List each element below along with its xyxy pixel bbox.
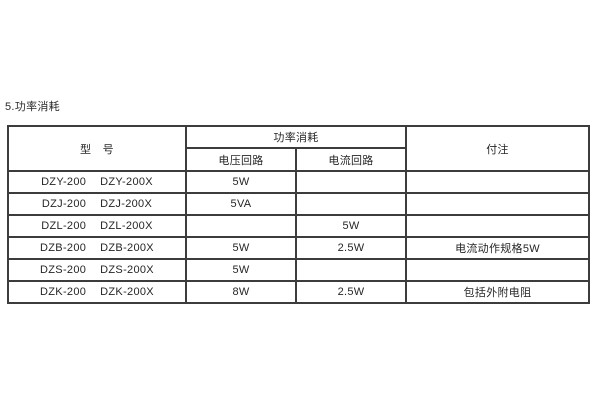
model-name: DZL-200X: [100, 220, 153, 232]
header-row-1: 型 号 功率消耗 付注: [7, 125, 591, 172]
model-names: DZK-200 DZK-200X: [10, 286, 184, 298]
header-model: 型 号: [7, 125, 187, 172]
table-row-dzs-200: DZS-200 DZS-200X 5W: [7, 258, 591, 282]
current-circuit-cell: [294, 258, 408, 282]
model-name: DZK-200: [40, 286, 87, 298]
voltage-circuit-cell: 5W: [185, 170, 297, 194]
current-circuit-cell: [294, 170, 408, 194]
header-notes: 付注: [405, 125, 591, 172]
page-title: 5.功率消耗: [5, 101, 60, 113]
model-name: DZJ-200X: [100, 198, 153, 210]
model-names: DZB-200 DZB-200X: [10, 242, 184, 254]
model-names: DZL-200 DZL-200X: [10, 220, 184, 232]
table-row-dzy-200: DZY-200 DZY-200X 5W: [7, 170, 591, 194]
model-cell: DZJ-200 DZJ-200X: [7, 192, 187, 216]
current-circuit-cell: 2.5W: [294, 280, 408, 304]
note-cell: [405, 170, 591, 194]
model-names: DZS-200 DZS-200X: [10, 264, 184, 276]
current-circuit-cell: [294, 192, 408, 216]
note-cell: [405, 214, 591, 238]
header-voltage-circuit: 电压回路: [185, 147, 297, 172]
voltage-circuit-cell: 8W: [185, 280, 297, 304]
note-cell: 电流动作规格5W: [405, 236, 591, 260]
model-name: DZY-200: [41, 176, 87, 188]
current-circuit-cell: 2.5W: [294, 236, 408, 260]
table-row-dzb-200: DZB-200 DZB-200X 5W 2.5W 电流动作规格5W: [7, 236, 591, 260]
voltage-circuit-cell: 5W: [185, 258, 297, 282]
model-names: DZY-200 DZY-200X: [10, 176, 184, 188]
header-row-2: 电压回路 电流回路: [8, 147, 589, 172]
model-cell: DZS-200 DZS-200X: [7, 258, 187, 282]
voltage-circuit-cell: [185, 214, 297, 238]
model-cell: DZK-200 DZK-200X: [7, 280, 187, 304]
model-name: DZS-200: [40, 264, 87, 276]
model-name: DZL-200: [41, 220, 87, 232]
voltage-circuit-cell: 5VA: [185, 192, 297, 216]
note-cell: [405, 258, 591, 282]
header-power-group: 功率消耗: [184, 125, 408, 149]
voltage-circuit-cell: 5W: [185, 236, 297, 260]
model-name: DZB-200X: [100, 242, 154, 254]
model-name: DZB-200: [40, 242, 87, 254]
model-names: DZJ-200 DZJ-200X: [10, 198, 184, 210]
model-name: DZY-200X: [100, 176, 153, 188]
table-row-dzj-200: DZJ-200 DZJ-200X 5VA: [7, 192, 591, 216]
model-name: DZK-200X: [100, 286, 154, 298]
current-circuit-cell: 5W: [294, 214, 408, 238]
model-name: DZJ-200: [41, 198, 87, 210]
model-name: DZS-200X: [100, 264, 154, 276]
note-cell: [405, 192, 591, 216]
model-cell: DZB-200 DZB-200X: [7, 236, 187, 260]
note-cell: 包括外附电阻: [405, 280, 591, 304]
table-row-dzl-200: DZL-200 DZL-200X 5W: [7, 214, 591, 238]
model-cell: DZY-200 DZY-200X: [7, 170, 187, 194]
header-current-circuit: 电流回路: [294, 147, 408, 172]
power-consumption-table: 型 号 功率消耗 付注 电压回路 电流回路 DZY-200 DZY-200X 5…: [7, 125, 591, 304]
model-cell: DZL-200 DZL-200X: [7, 214, 187, 238]
table-row-dzk-200: DZK-200 DZK-200X 8W 2.5W 包括外附电阻: [7, 280, 591, 304]
